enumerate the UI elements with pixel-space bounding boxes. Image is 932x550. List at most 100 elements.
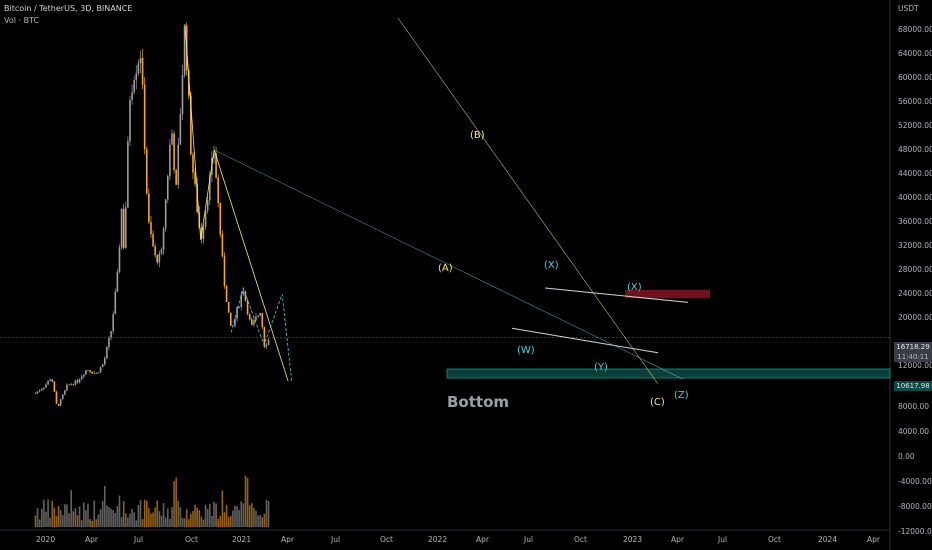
- volume-bar: [246, 477, 249, 527]
- wave-label-y: (Y): [594, 362, 608, 373]
- price-candles: [34, 22, 270, 407]
- time-axis-tick: Jul: [331, 535, 341, 544]
- volume-bar: [190, 513, 192, 527]
- candle-body: [118, 247, 121, 272]
- volume-bar: [66, 504, 68, 527]
- volume-bar: [232, 510, 234, 527]
- wave-label-a: (A): [438, 263, 453, 274]
- volume-bar: [267, 500, 270, 527]
- volume-bar: [253, 507, 255, 527]
- candle-body: [61, 394, 64, 400]
- volume-bar: [85, 510, 87, 527]
- volume-bar: [179, 507, 182, 527]
- volume-bar: [196, 507, 198, 527]
- price-axis-tick: 44000.00: [898, 169, 932, 178]
- candle-body: [156, 254, 159, 263]
- volume-bar: [38, 519, 41, 527]
- volume-bar: [137, 504, 140, 527]
- volume-bar: [204, 505, 207, 527]
- candle-body: [36, 391, 39, 394]
- volume-bar: [47, 499, 49, 527]
- volume-bar: [164, 517, 167, 527]
- candle-body: [141, 58, 144, 85]
- candle-body: [55, 391, 58, 404]
- volume-indicator-title[interactable]: Vol · BTC: [4, 16, 40, 25]
- candle-body: [47, 380, 49, 385]
- candle-body: [122, 208, 125, 248]
- candle-body: [183, 25, 186, 76]
- candle-body: [45, 384, 47, 388]
- time-axis-tick: Oct: [574, 535, 587, 544]
- volume-bar: [208, 504, 211, 527]
- volume-bar: [110, 508, 112, 527]
- volume-bar: [80, 520, 83, 527]
- volume-bar: [227, 516, 230, 527]
- volume-bar: [40, 508, 43, 527]
- price-axis-tick: -12000.00: [898, 527, 932, 536]
- candle-body: [74, 380, 77, 385]
- price-axis-tick: 60000.00: [898, 73, 932, 82]
- candle-body: [158, 253, 161, 263]
- volume-bar: [139, 500, 142, 527]
- volume-bar: [64, 504, 66, 527]
- wedge-lower-line: [511, 327, 659, 354]
- candle-body: [34, 393, 37, 394]
- volume-bar: [61, 515, 64, 527]
- candle-body: [93, 372, 96, 374]
- candle-body: [112, 314, 114, 332]
- volume-bar: [158, 511, 161, 527]
- volume-bar: [70, 490, 72, 527]
- candle-body: [66, 384, 68, 391]
- wave-label-x1: (X): [544, 260, 559, 271]
- candle-body: [213, 153, 215, 158]
- candle-body: [196, 184, 198, 213]
- volume-bar: [192, 510, 194, 527]
- bottom-support-zone: [446, 368, 891, 379]
- bottom-level-tag: 10617.98: [894, 381, 932, 391]
- candle-body: [133, 80, 135, 93]
- candle-body: [40, 389, 43, 391]
- price-axis-tick: 0.00: [898, 452, 915, 461]
- candle-body: [225, 285, 228, 303]
- volume-bar: [169, 518, 171, 527]
- candle-body: [110, 331, 112, 338]
- volume-bar: [133, 512, 135, 527]
- price-axis-tick: 68000.00: [898, 25, 932, 34]
- candle-body: [135, 73, 138, 81]
- candle-body: [68, 384, 70, 386]
- chart-grid: [0, 0, 891, 550]
- volume-bar: [263, 513, 266, 527]
- bar-countdown-tag: 11:40:11: [894, 352, 932, 362]
- candle-body: [162, 228, 165, 250]
- volume-bar: [49, 517, 51, 527]
- candle-body: [87, 370, 89, 371]
- volume-bar: [259, 514, 261, 527]
- candle-body: [253, 320, 255, 325]
- symbol-title[interactable]: Bitcoin / TetherUS, 3D, BINANCE: [4, 4, 133, 13]
- candle-body: [154, 246, 156, 255]
- candle-body: [244, 291, 247, 301]
- candle-body: [206, 200, 209, 211]
- candle-body: [240, 294, 243, 307]
- volume-bar: [97, 514, 100, 527]
- volume-bar: [129, 513, 131, 527]
- candle-body: [129, 100, 131, 142]
- volume-bar: [135, 520, 138, 527]
- volume-bar: [150, 513, 152, 527]
- candle-body: [166, 176, 169, 200]
- time-axis-tick: Apr: [281, 535, 294, 544]
- price-axis-tick: 28000.00: [898, 265, 932, 274]
- price-axis-tick: -4000.00: [898, 477, 932, 486]
- candle-body: [242, 291, 245, 295]
- candle-body: [108, 337, 110, 348]
- volume-bar: [202, 519, 205, 527]
- volume-bar: [91, 520, 93, 527]
- candle-body: [202, 226, 205, 239]
- candle-body: [116, 271, 119, 292]
- volume-bar: [175, 477, 177, 527]
- candle-body: [229, 312, 232, 326]
- candle-body: [80, 376, 83, 380]
- price-axis-tick: 8000.00: [898, 402, 930, 411]
- volume-bar: [74, 508, 77, 527]
